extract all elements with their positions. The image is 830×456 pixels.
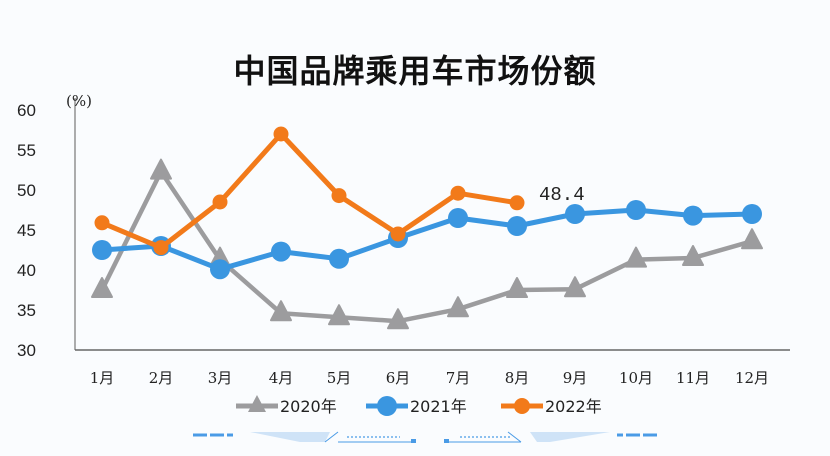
series-line (101, 131, 518, 251)
triangle-marker-icon (150, 158, 172, 180)
data-label: 48.4 (539, 184, 585, 206)
triangle-marker-icon (682, 245, 704, 266)
circle-icon (514, 398, 530, 414)
circle-marker-icon (390, 226, 406, 242)
x-tick-label: 3月 (208, 369, 233, 387)
triangle-marker-icon (625, 246, 647, 268)
y-tick-label: 55 (17, 141, 36, 160)
y-tick-label: 45 (17, 221, 36, 240)
y-axis-unit-label: (%) (66, 92, 92, 110)
chart-title: 中国品牌乘用车市场份额 (233, 52, 597, 90)
triangle-marker-icon (270, 300, 292, 322)
x-tick-label: 7月 (446, 369, 471, 387)
y-tick-label: 40 (17, 261, 36, 280)
y-tick-label: 35 (17, 301, 36, 320)
triangle-marker-icon (387, 308, 409, 330)
circle-marker-icon (271, 241, 291, 262)
circle-marker-icon (329, 248, 349, 269)
x-tick-label: 4月 (269, 369, 294, 387)
triangle-marker-icon (564, 276, 586, 298)
circle-marker-icon (210, 259, 230, 280)
x-tick-label: 8月 (505, 369, 530, 387)
triangle-icon (248, 395, 266, 412)
y-tick-label: 30 (17, 341, 36, 360)
x-tick-label: 10月 (619, 369, 653, 387)
y-tick-label: 50 (17, 181, 36, 200)
x-tick-label: 6月 (386, 369, 411, 387)
x-tick-label: 11月 (676, 369, 710, 387)
x-tick-label: 5月 (327, 369, 352, 387)
circle-marker-icon (450, 185, 466, 201)
circle-marker-icon (273, 126, 289, 142)
legend-item: 2020年 (236, 395, 337, 416)
x-tick-label: 1月 (90, 369, 115, 387)
x-tick-label: 2月 (149, 369, 174, 387)
circle-marker-icon (94, 215, 110, 231)
triangle-marker-icon (506, 277, 528, 298)
circle-marker-icon (509, 195, 525, 211)
circle-marker-icon (153, 240, 169, 256)
circle-icon (377, 396, 397, 416)
triangle-marker-icon (447, 296, 469, 318)
legend-label: 2021年 (410, 397, 467, 416)
legend: 2020年 2021年 2022年 (236, 395, 602, 416)
axes: 60 55 50 45 40 35 30 (%) 1月 2月 3月 4月 5月 6月 7月 8月 9月 10月 11… (17, 92, 790, 387)
triangle-marker-icon (91, 277, 113, 298)
circle-marker-icon (212, 194, 228, 210)
circle-marker-icon (507, 216, 527, 236)
x-tick-label: 12月 (735, 369, 769, 387)
circle-marker-icon (683, 205, 703, 226)
circle-marker-icon (565, 204, 585, 224)
legend-item: 2021年 (366, 396, 467, 416)
triangle-marker-icon (741, 228, 763, 250)
circle-marker-icon (448, 208, 468, 228)
series-line (99, 169, 753, 324)
legend-label: 2020年 (280, 397, 337, 416)
series-2020年 (91, 158, 763, 330)
circle-marker-icon (92, 240, 112, 260)
series-2022年 (94, 126, 525, 256)
circle-marker-icon (742, 204, 762, 224)
legend-item: 2022年 (501, 397, 602, 416)
triangle-marker-icon (328, 304, 350, 326)
series-lines: 48.4 (91, 126, 763, 330)
decorative-footer (193, 431, 657, 443)
circle-marker-icon (626, 200, 646, 220)
y-tick-label: 60 (17, 101, 36, 120)
x-tick-label: 9月 (563, 369, 588, 387)
legend-label: 2022年 (545, 397, 602, 416)
circle-marker-icon (331, 188, 347, 204)
